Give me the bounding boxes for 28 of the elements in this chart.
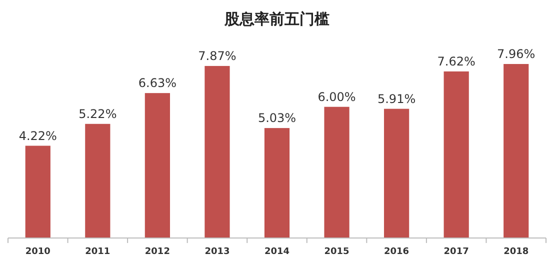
x-tick-label: 2011 bbox=[85, 247, 110, 257]
x-tick-label: 2016 bbox=[384, 247, 410, 257]
x-tick-label: 2015 bbox=[324, 247, 350, 257]
bar bbox=[444, 71, 469, 238]
bar bbox=[324, 106, 350, 238]
data-label: 4.22% bbox=[18, 128, 57, 143]
x-tick-label: 2017 bbox=[444, 247, 469, 257]
bar bbox=[504, 64, 529, 238]
data-label: 7.62% bbox=[437, 54, 476, 68]
bar bbox=[85, 124, 110, 238]
x-tick-label: 2018 bbox=[504, 247, 529, 257]
data-label: 6.63% bbox=[138, 76, 177, 90]
data-label: 6.00% bbox=[318, 90, 356, 104]
data-label: 5.03% bbox=[258, 111, 296, 126]
x-tick-label: 2014 bbox=[264, 247, 290, 257]
bar bbox=[25, 146, 50, 238]
bar bbox=[384, 108, 410, 238]
data-label: 5.22% bbox=[78, 106, 117, 121]
bar bbox=[144, 93, 170, 238]
data-label: 5.91% bbox=[377, 92, 416, 106]
bar bbox=[204, 66, 230, 238]
chart-title: 股息率前五门槛 bbox=[224, 10, 330, 28]
data-label: 7.96% bbox=[497, 47, 536, 61]
bar bbox=[264, 128, 290, 238]
x-tick-label: 2013 bbox=[204, 247, 230, 257]
data-label: 7.87% bbox=[198, 48, 236, 63]
x-tick-label: 2012 bbox=[144, 247, 170, 257]
x-tick-label: 2010 bbox=[25, 247, 50, 257]
